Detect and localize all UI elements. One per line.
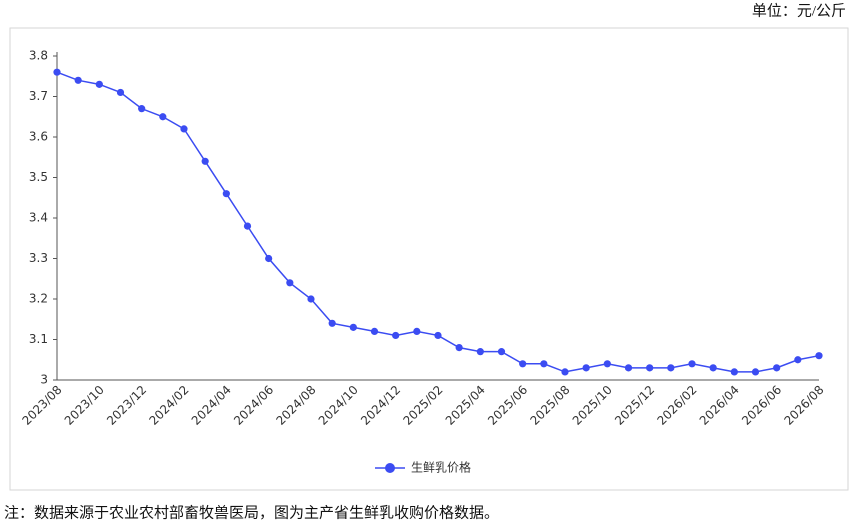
point	[328, 319, 336, 327]
point	[413, 327, 421, 335]
point	[709, 364, 717, 372]
y-tick-label: 3.6	[29, 130, 48, 144]
x-tick-label: 2025/12	[612, 383, 657, 428]
x-tick-label: 2026/08	[781, 383, 826, 428]
point	[222, 190, 230, 198]
x-tick-label: 2023/10	[62, 383, 107, 428]
point	[95, 80, 103, 88]
point	[349, 323, 357, 331]
x-tick-label: 2026/06	[739, 383, 784, 428]
point	[815, 352, 823, 360]
point	[667, 364, 675, 372]
footnote: 注：数据来源于农业农村部畜牧兽医局，图为主产省生鲜乳收购价格数据。	[4, 504, 499, 521]
y-tick-label: 3.2	[29, 292, 48, 306]
x-tick-label: 2024/10	[316, 383, 361, 428]
point	[116, 88, 125, 97]
point	[561, 368, 569, 376]
point	[286, 279, 294, 287]
unit-label: 单位：元/公斤	[752, 2, 846, 19]
legend-marker	[385, 463, 395, 473]
x-tick-label: 2025/10	[570, 383, 615, 428]
point	[265, 254, 273, 263]
point	[476, 348, 484, 356]
point	[794, 356, 802, 364]
point	[582, 364, 590, 372]
point	[434, 331, 442, 340]
point	[773, 364, 781, 372]
point	[497, 348, 506, 356]
y-tick-label: 3.8	[29, 49, 48, 63]
point	[455, 344, 463, 352]
point	[519, 360, 527, 368]
y-tick-label: 3	[40, 373, 48, 387]
x-tick-label: 2024/04	[189, 383, 234, 428]
chart-frame	[9, 27, 849, 491]
x-tick-label: 2024/08	[273, 383, 318, 428]
y-tick-label: 3.4	[29, 211, 48, 225]
x-tick-label: 2026/02	[654, 383, 699, 428]
x-tick-label: 2023/08	[19, 383, 64, 428]
y-tick-label: 3.1	[29, 332, 48, 346]
x-tick-label: 2025/08	[527, 383, 572, 428]
x-tick-label: 2025/04	[443, 383, 488, 428]
x-tick-label: 2023/12	[104, 383, 149, 428]
point	[603, 360, 611, 368]
legend-label: 生鲜乳价格	[411, 460, 471, 475]
x-tick-label: 2026/04	[697, 383, 742, 428]
y-tick-label: 3.5	[29, 170, 48, 184]
point	[307, 295, 315, 303]
point	[540, 360, 548, 368]
point	[370, 327, 379, 335]
x-tick-label: 2025/06	[485, 383, 530, 428]
point	[138, 105, 146, 113]
point	[74, 76, 82, 84]
point	[201, 157, 209, 165]
point	[243, 222, 252, 230]
y-tick-label: 3.3	[29, 251, 48, 265]
point	[180, 125, 188, 133]
line	[56, 71, 820, 373]
point	[159, 113, 167, 121]
point	[751, 368, 760, 376]
point	[730, 368, 738, 376]
x-tick-label: 2024/06	[231, 383, 276, 428]
y-tick-label: 3.7	[29, 89, 48, 103]
x-tick-label: 2024/02	[146, 383, 191, 428]
point	[624, 364, 633, 372]
point	[688, 360, 696, 368]
point	[646, 364, 654, 372]
point	[53, 68, 61, 76]
x-tick-label: 2025/02	[400, 383, 445, 428]
x-tick-label: 2024/12	[358, 383, 403, 428]
point	[392, 331, 400, 340]
